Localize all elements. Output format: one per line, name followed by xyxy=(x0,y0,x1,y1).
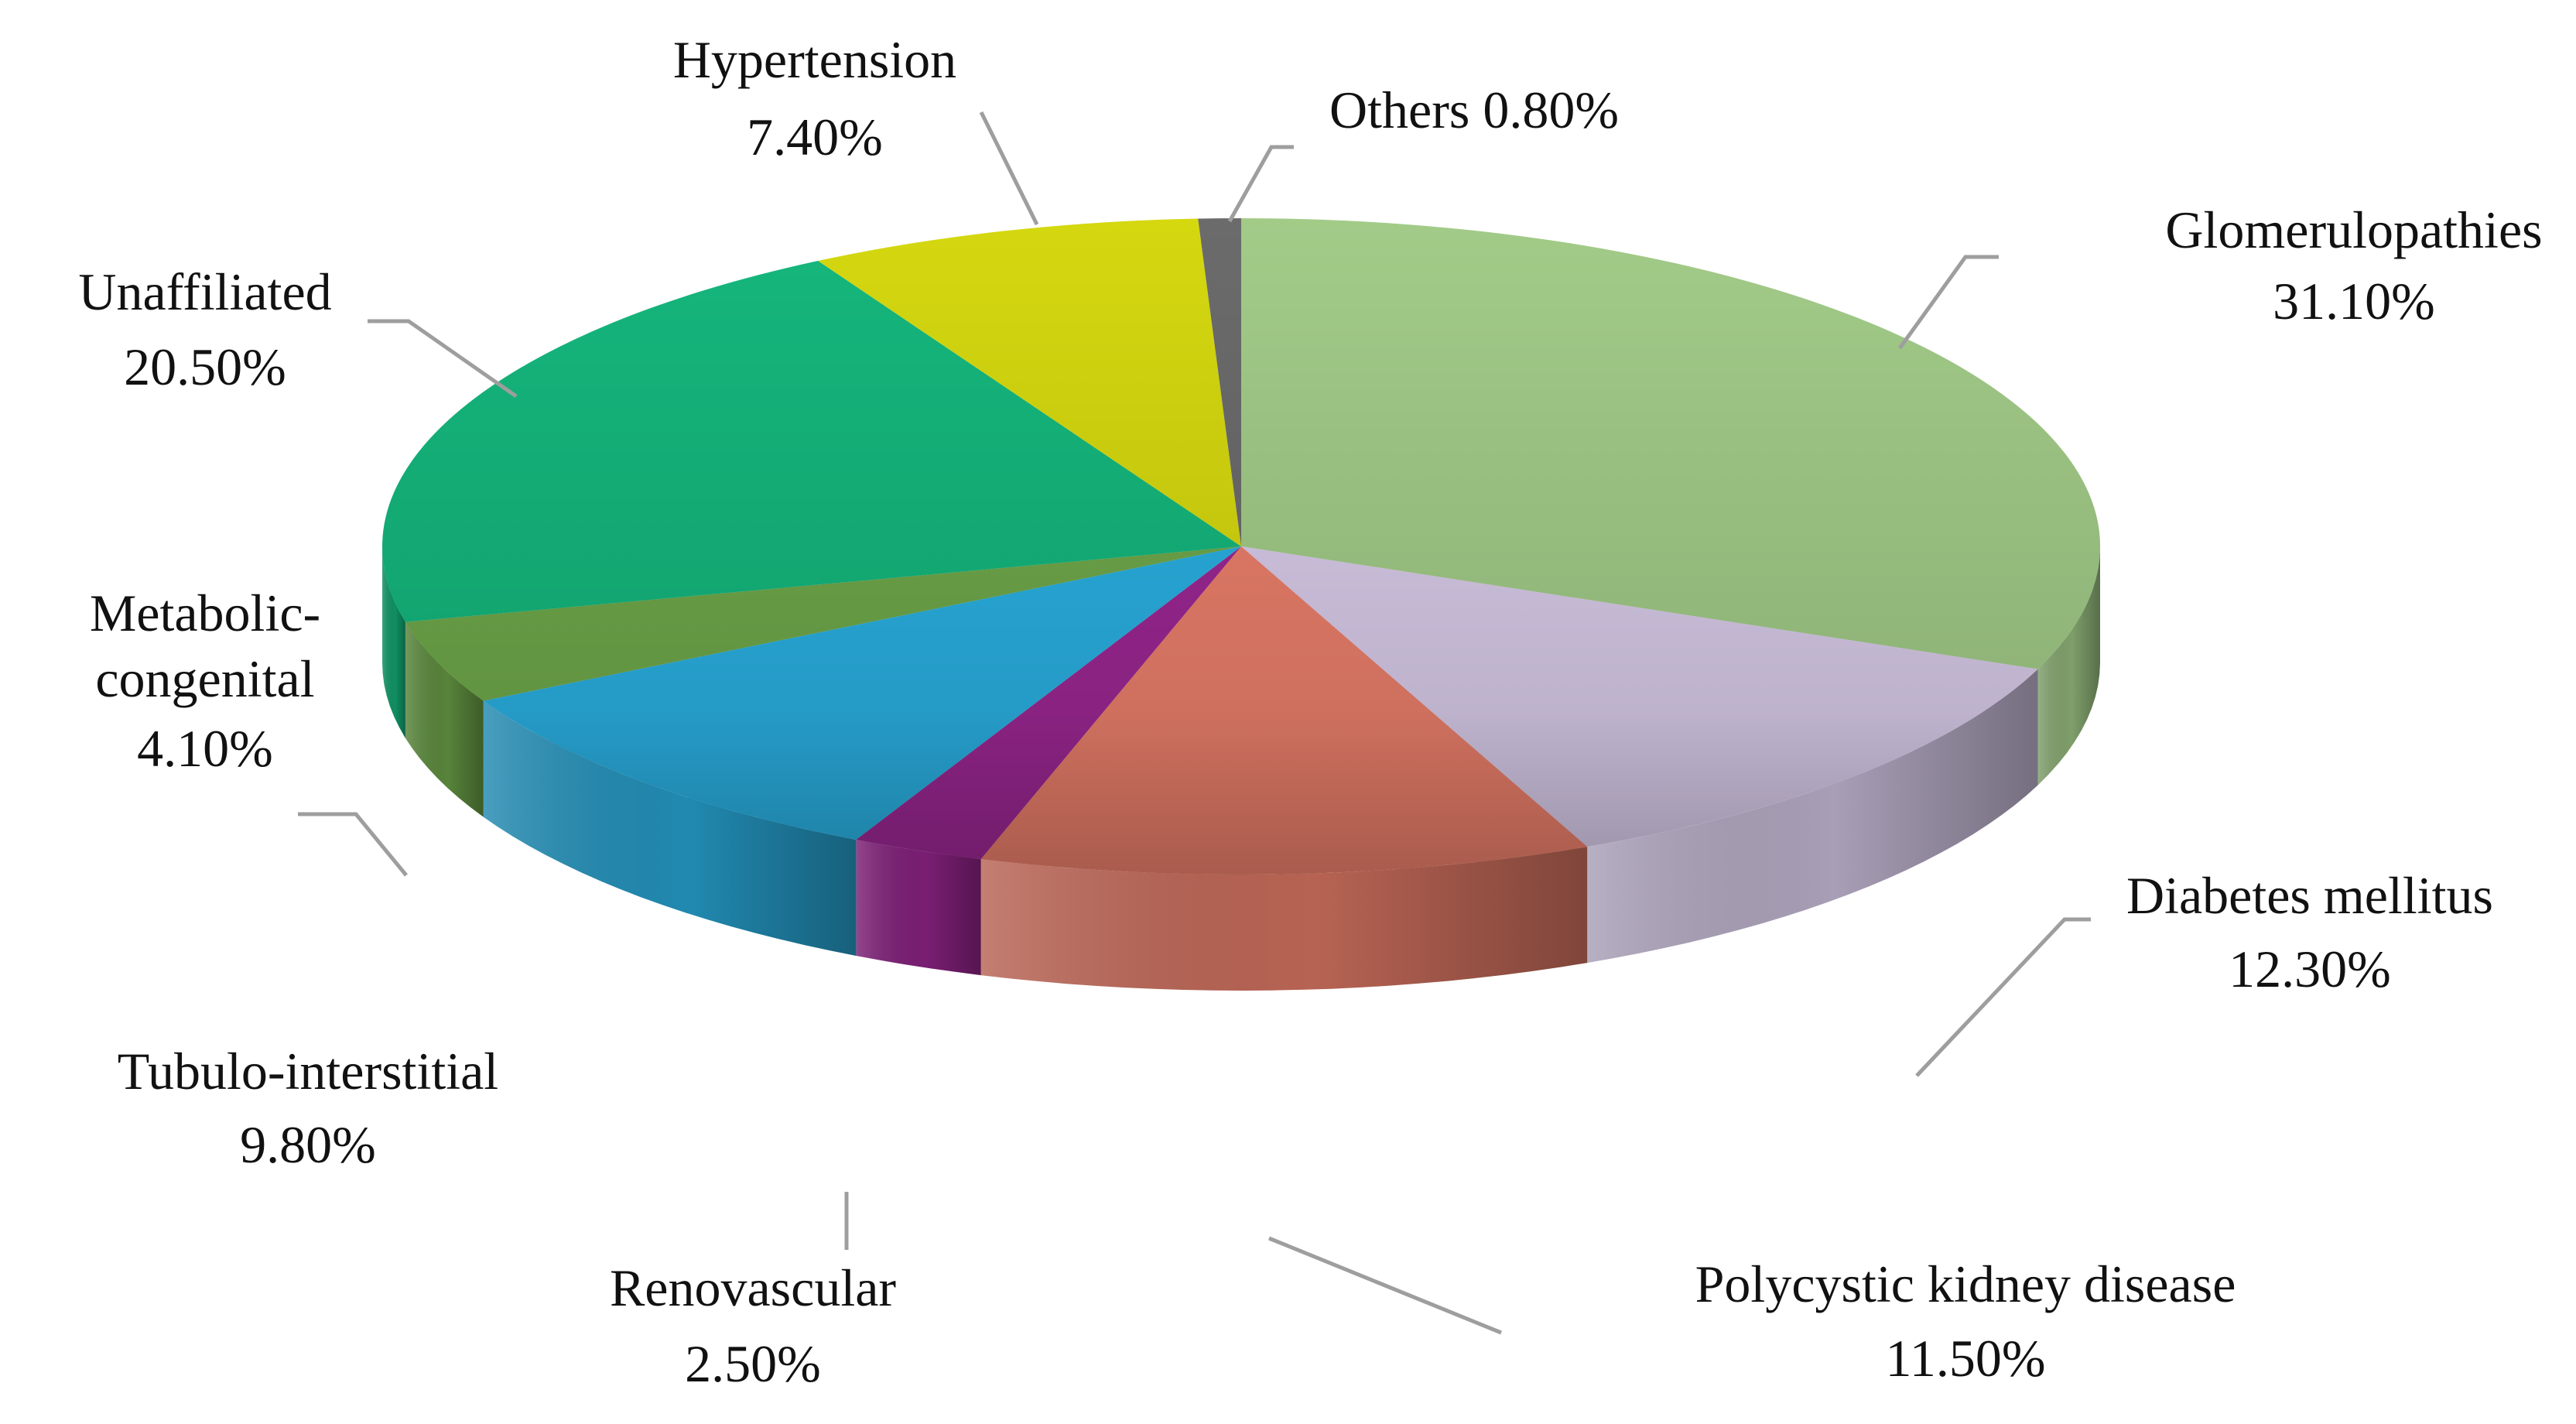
value-label-glomerulopathies: 31.10% xyxy=(2273,272,2435,330)
pie-sides xyxy=(382,546,2100,991)
category-label-glomerulopathies: Glomerulopathies xyxy=(2165,200,2542,259)
value-label-hypertension: 7.40% xyxy=(747,108,883,166)
value-label-polycystic-kidney-disease: 11.50% xyxy=(1885,1329,2045,1388)
pie-side-shading xyxy=(1587,669,2038,964)
pie-side-shading xyxy=(405,621,484,817)
category-label-metabolic-congenital: Metabolic- xyxy=(90,584,320,642)
data-labels: Glomerulopathies 31.10% Diabetes mellitus 1… xyxy=(78,30,2542,1393)
leader-line-polycystic-kidney-disease xyxy=(1268,1236,1502,1335)
pie-side-shading xyxy=(856,840,981,976)
leader-line-unaffiliated xyxy=(368,319,518,399)
leader-line-diabetes-mellitus xyxy=(1915,917,2091,1077)
category-label-diabetes-mellitus: Diabetes mellitus xyxy=(2126,866,2493,925)
leader-line-tubulo-interstitial xyxy=(298,812,408,877)
pie-side-shading xyxy=(382,546,405,738)
leader-line-glomerulopathies xyxy=(1897,255,1999,350)
category-label-renovascular: Renovascular xyxy=(610,1258,896,1317)
value-label-metabolic-congenital: 4.10% xyxy=(137,719,273,778)
value-label-diabetes-mellitus: 12.30% xyxy=(2229,940,2391,998)
category-label-tubulo-interstitial: Tubulo-interstitial xyxy=(118,1042,498,1101)
category-label-unaffiliated: Unaffiliated xyxy=(78,262,331,321)
leader-line-others xyxy=(1227,145,1294,223)
pie-top-faces xyxy=(382,217,2101,875)
category-label-others: Others 0.80% xyxy=(1329,80,1619,139)
pie-side-shading xyxy=(2037,546,2100,786)
pie-side-shading xyxy=(483,700,857,956)
value-label-tubulo-interstitial: 9.80% xyxy=(240,1115,376,1174)
leader-line-hypertension xyxy=(979,111,1039,226)
category-label-polycystic-kidney-disease: Polycystic kidney disease xyxy=(1695,1255,2236,1313)
pie-side-shading xyxy=(980,847,1588,991)
category-label-metabolic-congenital: congenital xyxy=(95,649,314,708)
value-label-unaffiliated: 20.50% xyxy=(124,337,286,396)
category-label-hypertension: Hypertension xyxy=(673,30,956,89)
pie-top-rim-shading xyxy=(382,218,2100,875)
value-label-renovascular: 2.50% xyxy=(685,1334,821,1393)
